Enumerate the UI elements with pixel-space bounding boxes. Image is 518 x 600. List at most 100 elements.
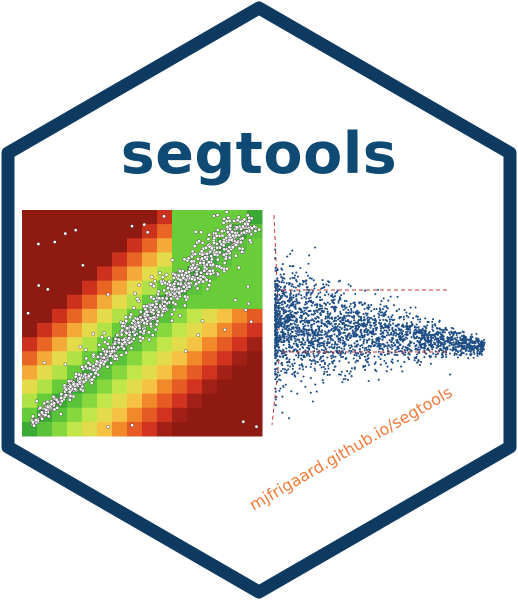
error-point	[343, 331, 346, 334]
error-point	[410, 321, 413, 324]
heatmap-point	[37, 412, 42, 417]
heatmap-point	[150, 302, 155, 307]
error-point	[299, 266, 302, 270]
error-point	[315, 306, 318, 309]
error-point	[290, 336, 293, 339]
error-point	[417, 341, 420, 344]
heatmap-point	[200, 319, 205, 323]
error-point	[466, 344, 469, 347]
error-point	[367, 363, 370, 367]
error-point	[375, 329, 378, 332]
error-point	[298, 348, 302, 351]
heatmap-cell	[187, 407, 203, 423]
error-point	[276, 349, 279, 352]
heatmap-point	[91, 368, 96, 372]
heatmap-cell	[22, 266, 38, 282]
heatmap-point	[138, 315, 143, 320]
error-point	[436, 327, 439, 330]
error-point	[312, 332, 316, 335]
error-point	[461, 330, 464, 333]
error-point	[331, 324, 334, 328]
heatmap-point	[130, 224, 134, 228]
heatmap-point	[202, 265, 207, 270]
error-point	[336, 325, 339, 328]
heatmap-cell	[67, 323, 83, 338]
error-point	[285, 319, 288, 322]
heatmap-point	[63, 231, 68, 236]
heatmap-cell	[127, 266, 143, 282]
error-point	[370, 324, 373, 327]
error-point	[472, 349, 475, 352]
heatmap-cell	[247, 280, 263, 296]
error-point	[404, 336, 407, 339]
error-point	[381, 334, 384, 337]
error-point	[415, 357, 418, 360]
error-point	[331, 293, 334, 296]
heatmap-point	[222, 261, 227, 265]
heatmap-cell	[187, 308, 203, 324]
heatmap-point	[171, 275, 176, 280]
heatmap-cell	[187, 337, 203, 352]
heatmap-point	[169, 312, 174, 317]
error-point	[306, 306, 309, 309]
error-point	[276, 337, 279, 340]
error-point	[385, 362, 388, 365]
error-point	[320, 304, 323, 307]
error-point	[320, 324, 323, 328]
error-point	[470, 333, 473, 336]
error-point	[450, 326, 453, 329]
error-point	[274, 370, 277, 373]
error-point	[414, 328, 417, 331]
heatmap-point	[247, 219, 252, 223]
error-point	[478, 352, 481, 355]
heatmap-point	[71, 382, 76, 387]
error-point	[341, 304, 344, 307]
heatmap-point	[142, 329, 146, 333]
error-point	[290, 314, 294, 317]
error-point	[379, 303, 382, 306]
error-point	[292, 285, 295, 289]
error-point	[329, 329, 333, 332]
heatmap-point	[198, 277, 203, 282]
error-point	[371, 331, 374, 334]
error-point	[373, 315, 376, 318]
heatmap-point	[249, 216, 254, 221]
heatmap-point	[207, 268, 212, 273]
error-point	[308, 277, 311, 280]
error-point	[415, 329, 419, 332]
heatmap-cell	[232, 379, 248, 395]
heatmap-point	[140, 318, 145, 323]
heatmap-point	[192, 244, 197, 249]
heatmap-cell	[52, 337, 68, 352]
error-point	[306, 274, 310, 277]
error-point	[285, 347, 288, 350]
error-point	[446, 337, 450, 340]
error-point	[274, 352, 277, 355]
heatmap-cell	[217, 393, 233, 409]
error-point	[338, 346, 341, 349]
error-point	[314, 383, 317, 386]
error-point	[325, 291, 328, 294]
error-point	[469, 350, 472, 353]
heatmap-point	[221, 243, 226, 248]
error-point	[309, 391, 312, 394]
error-point	[315, 390, 318, 393]
error-point	[433, 338, 436, 341]
error-point	[412, 331, 415, 334]
heatmap-point	[142, 321, 147, 325]
error-point	[362, 340, 365, 343]
error-point	[415, 336, 418, 340]
error-point	[395, 309, 398, 313]
heatmap-cell	[22, 337, 38, 352]
heatmap-cell	[97, 238, 113, 253]
error-point	[386, 349, 390, 352]
error-point	[315, 348, 318, 351]
error-point	[322, 373, 326, 376]
error-point	[413, 342, 416, 345]
error-point	[344, 357, 347, 360]
error-point	[328, 346, 331, 349]
heatmap-cell	[232, 280, 248, 296]
heatmap-point	[129, 346, 134, 351]
error-point	[467, 357, 470, 360]
heatmap-cell	[97, 280, 113, 296]
